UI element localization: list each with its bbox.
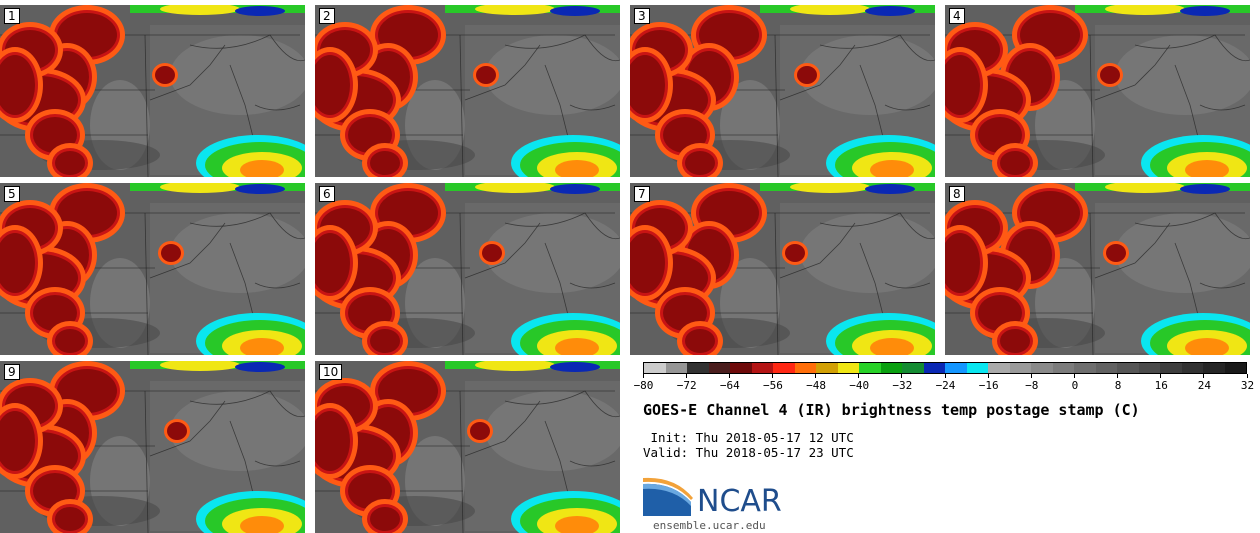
- map-panel: 1: [0, 5, 305, 177]
- ir-map: [945, 183, 1250, 355]
- colorbar-segment: [665, 363, 687, 373]
- colorbar-tick-label: −48: [796, 374, 836, 392]
- member-label: 8: [949, 186, 965, 202]
- colorbar-segment: [1052, 363, 1074, 373]
- colorbar-segment: [1203, 363, 1225, 373]
- member-label: 7: [634, 186, 650, 202]
- colorbar-tick-label: −40: [839, 374, 879, 392]
- ir-map: [630, 183, 935, 355]
- colorbar-tick-label: −56: [753, 374, 793, 392]
- colorbar-tick-label: −16: [969, 374, 1009, 392]
- colorbar-tick-label: 16: [1141, 374, 1181, 392]
- colorbar-ticks: −80 −72 −64 −56 −48 −40 −32 −24 −16 −8 0 8 16 24 32: [634, 374, 1254, 394]
- ncar-logo-icon: [643, 477, 693, 516]
- colorbar-segment: [794, 363, 816, 373]
- member-label: 4: [949, 8, 965, 24]
- map-panel: 6: [315, 183, 620, 355]
- colorbar-tick-label: −80: [624, 374, 664, 392]
- colorbar-tick-label: −64: [710, 374, 750, 392]
- colorbar-segment: [751, 363, 773, 373]
- member-label: 1: [4, 8, 20, 24]
- valid-time: Valid: Thu 2018-05-17 23 UTC: [643, 445, 854, 460]
- colorbar-segment: [966, 363, 988, 373]
- colorbar-tick-label: 24: [1184, 374, 1224, 392]
- colorbar-segment: [1224, 363, 1246, 373]
- ir-map: [315, 5, 620, 177]
- init-time: Init: Thu 2018-05-17 12 UTC: [643, 430, 854, 445]
- map-panel: 4: [945, 5, 1250, 177]
- ir-map: [945, 5, 1250, 177]
- member-label: 5: [4, 186, 20, 202]
- colorbar: [643, 362, 1247, 374]
- colorbar-segment: [988, 363, 1010, 373]
- member-label: 6: [319, 186, 335, 202]
- colorbar-segment: [859, 363, 881, 373]
- ir-map: [0, 361, 305, 533]
- map-panel: 5: [0, 183, 305, 355]
- colorbar-segment: [1074, 363, 1096, 373]
- map-panel: 3: [630, 5, 935, 177]
- colorbar-segment: [1031, 363, 1053, 373]
- colorbar-segment: [880, 363, 902, 373]
- ir-map: [315, 183, 620, 355]
- member-label: 3: [634, 8, 650, 24]
- member-label: 2: [319, 8, 335, 24]
- colorbar-segment: [1009, 363, 1031, 373]
- colorbar-segment: [773, 363, 795, 373]
- ir-map: [315, 361, 620, 533]
- ir-map: [0, 183, 305, 355]
- colorbar-segment: [837, 363, 859, 373]
- colorbar-tick-label: −24: [926, 374, 966, 392]
- map-panel: 8: [945, 183, 1250, 355]
- map-panel: 9: [0, 361, 305, 533]
- colorbar-tick-label: 8: [1098, 374, 1138, 392]
- map-panel: 10: [315, 361, 620, 533]
- colorbar-tick-label: −32: [882, 374, 922, 392]
- map-panel: 2: [315, 5, 620, 177]
- colorbar-tick-label: 32: [1228, 374, 1260, 392]
- colorbar-segment: [687, 363, 709, 373]
- logo-wordmark: NCAR: [697, 484, 782, 519]
- colorbar-segment: [1181, 363, 1203, 373]
- figure-title: GOES-E Channel 4 (IR) brightness temp po…: [643, 401, 1140, 419]
- colorbar-segment: [902, 363, 924, 373]
- colorbar-segment: [708, 363, 730, 373]
- ir-map: [630, 5, 935, 177]
- member-label: 10: [319, 364, 343, 380]
- colorbar-segment: [816, 363, 838, 373]
- colorbar-tick-label: −8: [1012, 374, 1052, 392]
- colorbar-segment: [923, 363, 945, 373]
- colorbar-tick-label: −72: [667, 374, 707, 392]
- colorbar-segment: [1095, 363, 1117, 373]
- colorbar-tick-label: 0: [1055, 374, 1095, 392]
- colorbar-segment: [1138, 363, 1160, 373]
- colorbar-segment: [644, 363, 666, 373]
- ir-map: [0, 5, 305, 177]
- map-panel: 7: [630, 183, 935, 355]
- colorbar-segment: [730, 363, 752, 373]
- colorbar-segment: [945, 363, 967, 373]
- logo-url: ensemble.ucar.edu: [653, 519, 766, 532]
- member-label: 9: [4, 364, 20, 380]
- colorbar-segment: [1160, 363, 1182, 373]
- colorbar-segment: [1117, 363, 1139, 373]
